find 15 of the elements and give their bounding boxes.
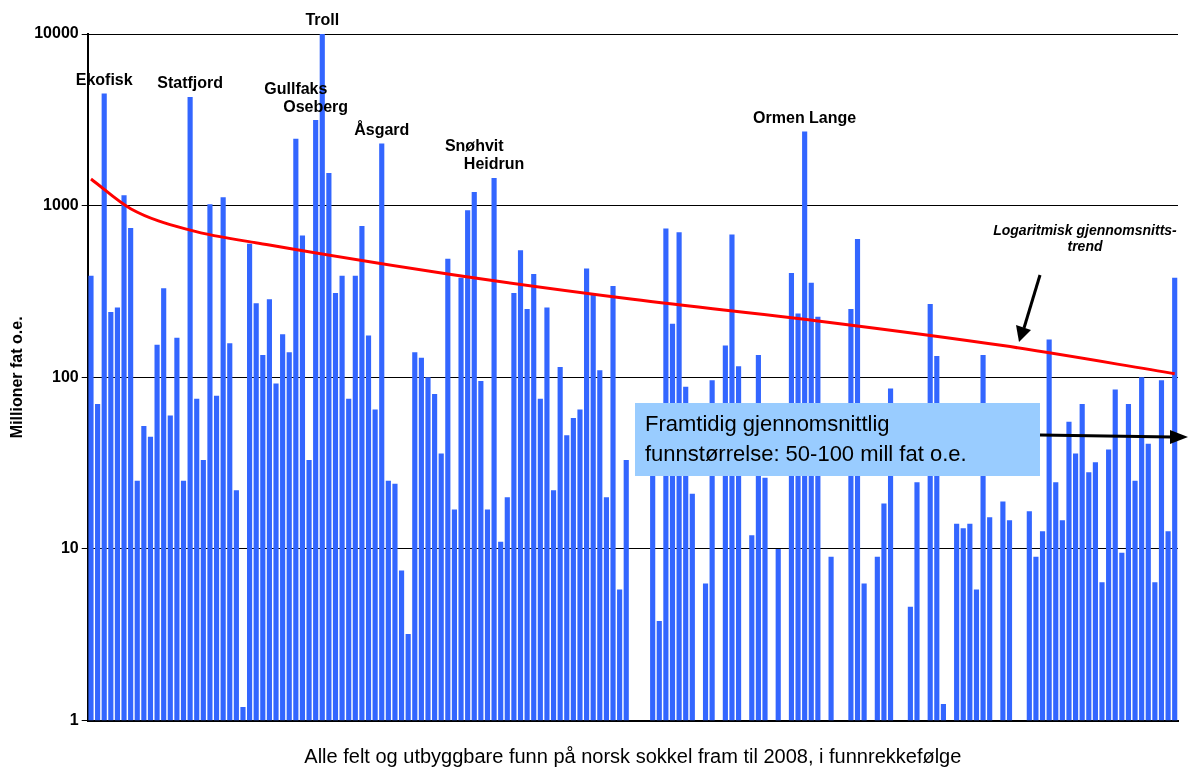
callout-box: Framtidig gjennomsnittlig funnstørrelse: 50-100 mill fat o.e. [635,403,1040,476]
data-label: Ormen Lange [753,109,857,127]
y-axis-title: Millioner fat o.e. [8,316,26,439]
annotation: Logaritmisk gjennomsnitts-trend [992,222,1178,254]
data-label: Troll [305,11,340,29]
y-tick-label: 10 [60,539,79,557]
y-tick-label: 10000 [34,24,79,42]
y-tick-label: 1 [69,711,79,729]
data-label: Åsgard [354,119,410,138]
data-label: Statfjord [157,74,224,92]
x-axis-title: Alle felt og utbyggbare funn på norsk sokkel fram til 2008, i funnrekkefølge [304,744,962,767]
data-label: Heidrun [463,155,525,173]
y-tick-label: 1000 [43,196,79,214]
y-tick-label: 100 [51,367,79,385]
data-label: Snøhvit [444,137,505,155]
